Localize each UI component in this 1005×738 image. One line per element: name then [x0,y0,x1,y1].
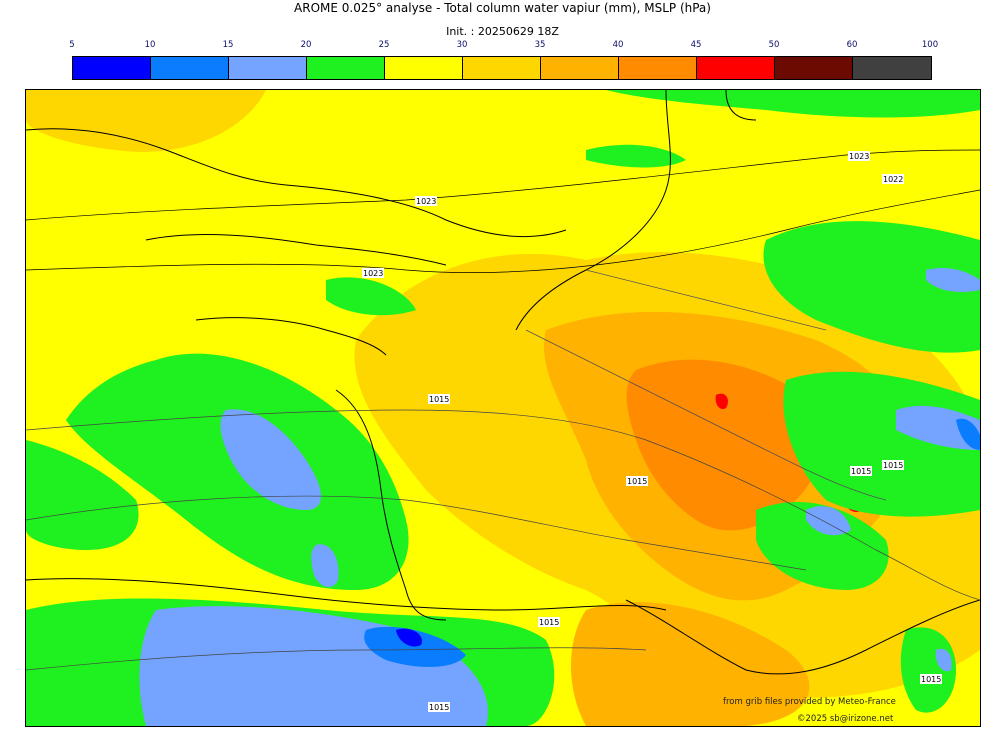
field-zone-5-10 [396,628,422,647]
field-zone-15-20 [896,405,980,450]
isobar-label: 1023 [362,268,384,278]
color-legend: 5 10 15 20 25 30 35 40 45 50 60 100 [69,40,938,80]
field-zone-10-15 [956,418,980,450]
field-zone-15-20 [935,648,952,672]
isobar-label: 1015 [626,476,648,486]
isobar-line [26,189,980,273]
legend-tick: 40 [612,40,624,50]
coastline [515,90,671,331]
coastline [625,599,980,675]
legend-swatch [541,57,619,79]
legend-tick: 10 [144,40,156,50]
field-zone-15-20 [311,544,339,587]
isobar-line [26,495,807,571]
isobar-label: 1023 [415,196,437,206]
legend-tick: 100 [921,40,939,50]
svg-text:1015: 1015 [429,395,449,404]
svg-text:1023: 1023 [849,152,869,161]
field-zone-15-20 [806,506,851,536]
data-source-credit: from grib files provided by Meteo-France [723,697,896,707]
isobar-label: 1015 [882,460,904,470]
isobar-label: 1022 [882,174,904,184]
field-zone-15-20 [220,409,321,510]
field-zone-40-45 [626,359,823,531]
field-zone-20-25 [763,221,980,353]
legend-tick: 5 [69,40,75,50]
map-canvas: 1023 1023 1023 1022 1015 1015 1015 1015 [26,90,980,726]
field-zone-15-20 [926,268,980,292]
weather-map: 1023 1023 1023 1022 1015 1015 1015 1015 [25,89,981,727]
legend-tick: 45 [690,40,702,50]
coastline [145,234,447,266]
field-zone-20-25 [586,144,686,168]
legend-swatch [385,57,463,79]
svg-text:1023: 1023 [363,269,383,278]
isobar-label: 1023 [848,151,870,161]
isobar-line [26,647,647,671]
svg-text:1022: 1022 [883,175,903,184]
isobar-label: 1015 [850,466,872,476]
legend-swatch [463,57,541,79]
legend-swatch [73,57,151,79]
field-zone-35-40 [571,602,810,726]
coastline [195,317,387,356]
coastline [335,389,447,621]
border-line [585,269,827,331]
isobar-label: 1015 [920,674,942,684]
legend-tick: 35 [534,40,546,50]
field-zone-20-25 [326,277,416,316]
border-line [525,329,887,501]
legend-tick: 50 [768,40,780,50]
field-zone-10-15 [364,626,466,667]
field-zone-20-25 [900,627,956,713]
field-zone-20-25 [756,501,889,590]
legend-color-bar [72,56,932,80]
legend-swatch [229,57,307,79]
legend-swatch [151,57,229,79]
legend-swatch [775,57,853,79]
isobar-line [26,149,980,221]
svg-text:1023: 1023 [416,197,436,206]
coastline [26,578,667,611]
legend-tick: 60 [846,40,858,50]
svg-text:1015: 1015 [627,477,647,486]
coastline [725,90,757,121]
svg-text:1015: 1015 [883,461,903,470]
svg-text:1015: 1015 [921,675,941,684]
isobar-label: 1015 [538,617,560,627]
legend-tick: 15 [222,40,234,50]
legend-swatch [853,57,931,79]
legend-tick: 20 [300,40,312,50]
legend-swatch [619,57,697,79]
isobar-label: 1015 [428,394,450,404]
isobar-line [26,409,980,601]
field-zone-20-25 [66,353,409,590]
map-subtitle: Init. : 20250629 18Z [446,25,559,38]
field-zone-45-50 [715,393,728,410]
map-title: AROME 0.025° analyse - Total column wate… [294,1,711,15]
isobar-label: 1015 [428,702,450,712]
coastline [26,128,567,238]
legend-tick: 25 [378,40,390,50]
field-zone-30-35 [26,90,266,152]
copyright-credit: ©2025 sb@irizone.net [797,714,894,724]
svg-text:1015: 1015 [539,618,559,627]
svg-text:1015: 1015 [429,703,449,712]
field-zone-20-25 [26,440,139,550]
legend-swatch [697,57,775,79]
field-zone-20-25 [606,90,980,118]
svg-text:1015: 1015 [851,467,871,476]
legend-tick: 30 [456,40,468,50]
legend-swatch [307,57,385,79]
